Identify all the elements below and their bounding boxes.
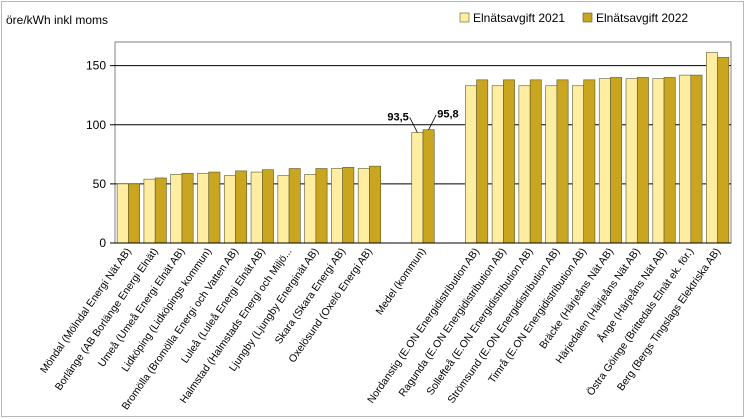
bar-2021 (491, 85, 504, 244)
bar-2022 (529, 79, 542, 244)
bar-2022 (315, 168, 328, 244)
bar-2022 (663, 77, 676, 244)
data-label-leader (428, 114, 437, 130)
bar-2022 (717, 57, 730, 244)
bar-2021 (652, 78, 665, 244)
y-axis-label: öre/kWh inkl moms (6, 13, 108, 27)
bar-2021 (625, 78, 638, 244)
bar-2022 (288, 168, 301, 244)
bar-2021 (357, 168, 370, 244)
legend-label: Elnätsavgift 2021 (473, 11, 565, 25)
data-label: 95,8 (437, 109, 458, 121)
bar-2021 (170, 174, 183, 244)
bar-2022 (422, 129, 435, 244)
y-tick-label: 50 (93, 177, 107, 191)
bar-2022 (262, 169, 274, 244)
bar-2021 (572, 85, 584, 244)
bar-2022 (503, 79, 515, 244)
bar-2021 (223, 175, 236, 244)
bar-2022 (128, 183, 140, 244)
bar-2022 (690, 74, 703, 244)
bar-2021 (304, 174, 317, 244)
bar-2021 (250, 171, 263, 244)
y-tick-label: 100 (86, 118, 106, 132)
bar-2021 (143, 178, 156, 244)
legend-label: Elnätsavgift 2022 (596, 11, 688, 25)
bar-2022 (610, 77, 623, 244)
bar-2022 (636, 77, 649, 244)
legend: Elnätsavgift 2021 Elnätsavgift 2022 (459, 11, 688, 25)
bar-2021 (277, 175, 290, 244)
bar-2021 (598, 78, 611, 244)
bar-2022 (208, 171, 221, 244)
legend-swatch (459, 12, 470, 23)
bar-2021 (116, 183, 129, 244)
data-label-leader (409, 117, 418, 133)
data-label: 93,5 (387, 111, 408, 123)
bar-2022 (342, 167, 355, 244)
bar-2022 (583, 79, 596, 244)
bar-2022 (181, 172, 194, 244)
bar-2021 (706, 52, 718, 244)
bar-2021 (331, 168, 343, 244)
x-tick-label: Medel (kommun) (373, 246, 428, 317)
bar-2021 (465, 85, 477, 244)
bar-2021 (197, 172, 210, 244)
bar-2021 (679, 74, 692, 244)
legend-swatch (582, 12, 593, 23)
bar-2021 (518, 85, 531, 244)
x-tick-label: Sollefteå (E.ON Energidistribution AB) (424, 246, 535, 398)
bar-2022 (369, 165, 381, 244)
y-tick-label: 0 (99, 236, 106, 250)
bar-2022 (154, 177, 167, 244)
bar-2022 (476, 79, 489, 244)
bar-2022 (556, 79, 569, 244)
bar-2021 (411, 132, 424, 244)
y-tick-label: 150 (86, 59, 106, 73)
bar-2021 (545, 85, 558, 244)
bar-2022 (235, 170, 248, 244)
